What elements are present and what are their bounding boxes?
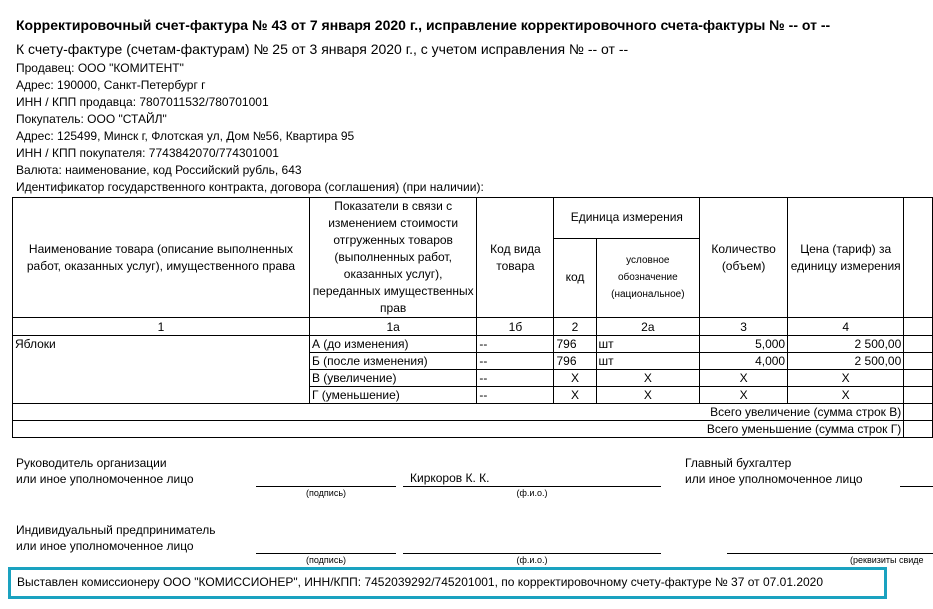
- seller-address: Адрес: 190000, Санкт-Петербург г: [16, 78, 206, 92]
- unit-name: шт: [595, 352, 701, 370]
- price: X: [787, 369, 905, 387]
- indicator: Б (после изменения): [308, 352, 478, 370]
- quantity: X: [699, 369, 789, 387]
- col-number: 4: [787, 317, 905, 336]
- unit-name: X: [595, 386, 701, 404]
- unit-code: 796: [553, 335, 597, 353]
- kind-code: --: [476, 369, 555, 387]
- kind-code: --: [476, 386, 555, 404]
- ip-label-2: или иное уполномоченное лицо: [16, 539, 194, 553]
- col-kind-header: Код вида товара: [476, 197, 555, 318]
- unit-name: шт: [595, 335, 701, 353]
- quantity: 4,000: [699, 352, 789, 370]
- accountant-label-1: Главный бухгалтер: [685, 456, 792, 470]
- unit-code: 796: [553, 352, 597, 370]
- signature-caption: (подпись): [305, 555, 347, 565]
- ip-signature-line: [256, 553, 396, 554]
- accountant-label-2: или иное уполномоченное лицо: [685, 472, 863, 486]
- kind-code: --: [476, 335, 555, 353]
- ip-label-1: Индивидуальный предприниматель: [16, 523, 216, 537]
- head-name: Киркоров К. К.: [410, 471, 490, 485]
- fio-caption: (ф.и.о.): [516, 488, 548, 498]
- col-number: 1а: [308, 317, 478, 336]
- col-unit-code-header: код: [553, 237, 597, 319]
- unit-code: X: [553, 386, 597, 404]
- head-signature-line: [256, 486, 396, 487]
- product-name: Яблоки: [12, 335, 310, 404]
- quantity: X: [699, 386, 789, 404]
- price: 2 500,00: [787, 352, 905, 370]
- commission-note: Выставлен комиссионеру ООО "КОМИССИОНЕР"…: [17, 575, 824, 589]
- signature-caption: (подпись): [305, 488, 347, 498]
- price: 2 500,00: [787, 335, 905, 353]
- ip-name-line: [403, 553, 661, 554]
- unit-name: X: [595, 369, 701, 387]
- currency: Валюта: наименование, код Российский руб…: [16, 163, 302, 177]
- document-subtitle: К счету-фактуре (счетам-фактурам) № 25 о…: [16, 41, 629, 57]
- col-number: 2: [553, 317, 597, 336]
- seller: Продавец: ООО "КОМИТЕНТ": [16, 61, 184, 75]
- invoice-table: Наименование товара (описание выполненны…: [11, 197, 933, 438]
- kind-code: --: [476, 352, 555, 370]
- col-price-header: Цена (тариф) за единицу измерения: [787, 197, 905, 318]
- buyer-address: Адрес: 125499, Минск г, Флотская ул, Дом…: [16, 129, 355, 143]
- buyer: Покупатель: ООО "СТАЙЛ": [16, 112, 167, 126]
- col-unit-header: Единица измерения: [553, 197, 701, 239]
- col-number: 3: [699, 317, 789, 336]
- col-qty-header: Количество (объем): [699, 197, 789, 318]
- accountant-signature-line: [900, 486, 933, 487]
- unit-code: X: [553, 369, 597, 387]
- col-number: 1б: [476, 317, 555, 336]
- price: X: [787, 386, 905, 404]
- seller-inn: ИНН / КПП продавца: 7807011532/780701001: [16, 95, 269, 109]
- ip-requisites-line: [727, 553, 933, 554]
- buyer-inn: ИНН / КПП покупателя: 7743842070/7743010…: [16, 146, 279, 160]
- requisites-caption: (реквизиты свиде: [850, 555, 924, 565]
- indicator: Г (уменьшение): [308, 386, 478, 404]
- contract-id: Идентификатор государственного контракта…: [16, 180, 484, 194]
- col-name-header: Наименование товара (описание выполненны…: [12, 197, 310, 318]
- indicator: В (увеличение): [308, 369, 478, 387]
- head-name-line: [403, 486, 661, 487]
- commission-note-box: Выставлен комиссионеру ООО "КОМИССИОНЕР"…: [8, 567, 887, 599]
- col-unit-name-header: условное обозначение (национальное): [595, 237, 701, 319]
- col-number: 1: [12, 317, 310, 336]
- total-increase: Всего увеличение (сумма строк В): [11, 403, 905, 421]
- indicator: А (до изменения): [308, 335, 478, 353]
- total-decrease: Всего уменьшение (сумма строк Г): [11, 420, 905, 438]
- table-row: Г (уменьшение) -- X X X X: [13, 386, 933, 404]
- table-row: Яблоки А (до изменения) -- 796 шт 5,000 …: [12, 335, 933, 404]
- col-indicators-header: Показатели в связи с изменением стоимост…: [308, 197, 478, 318]
- quantity: 5,000: [699, 335, 789, 353]
- col-number: 2а: [595, 317, 701, 336]
- head-label-2: или иное уполномоченное лицо: [16, 472, 194, 486]
- document-title: Корректировочный счет-фактура № 43 от 7 …: [16, 17, 831, 33]
- fio-caption: (ф.и.о.): [516, 555, 548, 565]
- head-label-1: Руководитель организации: [16, 456, 167, 470]
